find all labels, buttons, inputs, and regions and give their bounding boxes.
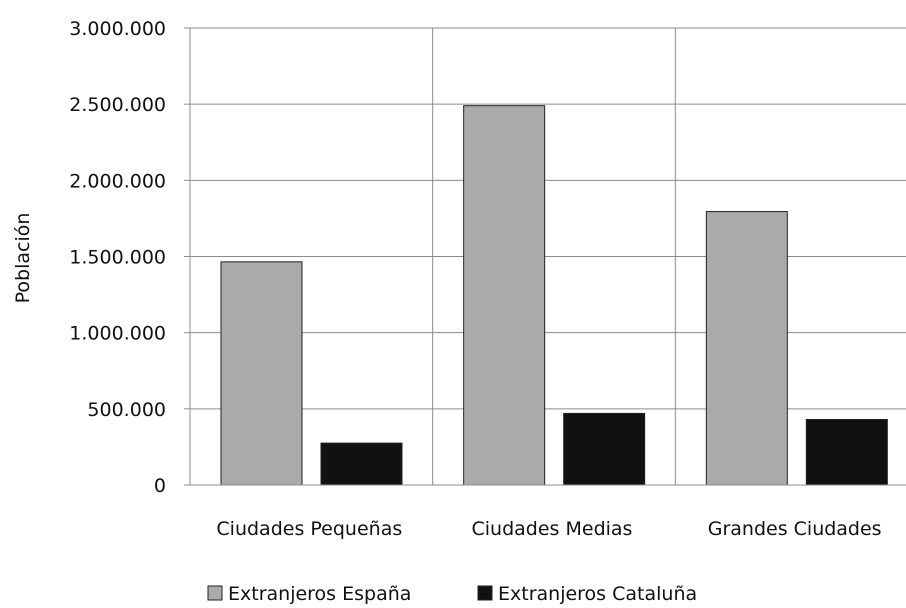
legend-swatch bbox=[477, 585, 493, 601]
bar-espana bbox=[463, 105, 546, 486]
legend-item: Extranjeros Cataluña bbox=[477, 583, 697, 605]
y-axis-title: Población bbox=[12, 213, 34, 304]
y-tick-labels: 0 500.000 1.000.000 1.500.000 2.000.000 2.500… bbox=[69, 18, 166, 497]
bar-cataluna bbox=[805, 418, 888, 486]
y-tick-label: 1.000.000 bbox=[69, 323, 166, 345]
bar-espana bbox=[705, 211, 788, 486]
y-tick-label: 500.000 bbox=[87, 399, 166, 421]
y-tick-label: 3.000.000 bbox=[69, 18, 166, 40]
bar-espana bbox=[220, 261, 303, 486]
x-tick-label: Ciudades Pequeñas bbox=[216, 518, 402, 540]
bars bbox=[220, 105, 888, 486]
legend-swatch bbox=[207, 585, 223, 601]
x-tick-label: Ciudades Medias bbox=[472, 518, 633, 540]
x-tick-label: Grandes Ciudades bbox=[708, 518, 882, 540]
y-tick-label: 2.000.000 bbox=[69, 170, 166, 192]
axes bbox=[184, 27, 906, 486]
y-tick-label: 0 bbox=[154, 475, 166, 497]
legend-label: Extranjeros Cataluña bbox=[498, 583, 697, 605]
legend-item: Extranjeros España bbox=[207, 583, 411, 605]
bar-cataluna bbox=[563, 412, 646, 486]
bar-cataluna bbox=[320, 442, 403, 486]
x-tick-labels: Ciudades Pequeñas Ciudades Medias Grandes … bbox=[216, 518, 881, 540]
legend: Extranjeros España Extranjeros Cataluña bbox=[207, 583, 697, 605]
y-tick-label: 2.500.000 bbox=[69, 94, 166, 116]
legend-label: Extranjeros España bbox=[228, 583, 411, 605]
y-tick-label: 1.500.000 bbox=[69, 247, 166, 269]
